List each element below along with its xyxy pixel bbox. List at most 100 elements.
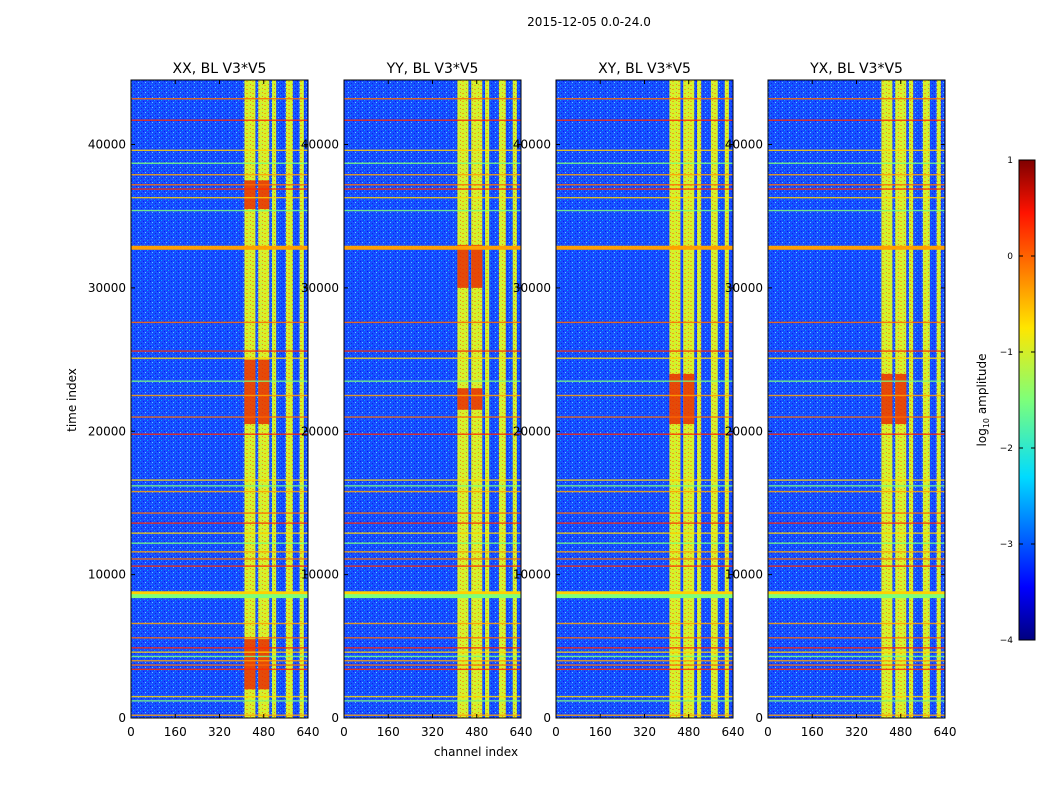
rfi-column-band (909, 80, 914, 718)
rfi-row (768, 700, 945, 702)
rfi-row (344, 668, 521, 671)
rfi-row (344, 512, 521, 514)
rfi-row (768, 637, 945, 639)
rfi-row (131, 98, 308, 100)
panel-4: 0 160 320 480 640 0 10000 20000 30000 40000 YX, BL… (725, 61, 957, 739)
colorbar-tick-label: −3 (1000, 540, 1013, 550)
rfi-column-band (512, 80, 517, 718)
colorbar-tick-label: 1 (1007, 156, 1013, 166)
rfi-row (131, 490, 308, 493)
rfi-row (344, 245, 521, 250)
x-tick-label: 640 (722, 725, 745, 739)
rfi-row (556, 416, 733, 418)
panel-1: 0 160 320 480 640 0 10000 20000 30000 40000 XX, BL… (88, 61, 320, 739)
rfi-row (344, 637, 521, 639)
y-tick-label: 30000 (301, 281, 339, 295)
rfi-row (556, 321, 733, 324)
rfi-row (131, 522, 308, 524)
rfi-row (131, 485, 308, 487)
rfi-column-band (272, 80, 277, 718)
rfi-row (768, 196, 945, 199)
strong-rfi-block (244, 359, 256, 425)
y-tick-label: 30000 (725, 281, 763, 295)
rfi-row (556, 196, 733, 199)
panel-2: 0 160 320 480 640 0 10000 20000 30000 40000 YY, BL… (301, 61, 533, 739)
rfi-row (768, 558, 945, 560)
rfi-row (556, 532, 733, 534)
rfi-row (556, 512, 733, 514)
colorbar-tick-label: −4 (1000, 636, 1014, 646)
panel-title: YX, BL V3*V5 (809, 61, 903, 77)
y-tick-label: 30000 (88, 281, 126, 295)
rfi-row (131, 416, 308, 418)
rfi-row (556, 647, 733, 649)
rfi-row (344, 416, 521, 418)
rfi-row (556, 668, 733, 671)
rfi-row (131, 196, 308, 199)
rfi-row (131, 245, 308, 250)
rfi-row (556, 622, 733, 625)
y-tick-label: 0 (543, 711, 551, 725)
strong-rfi-block (244, 180, 256, 210)
x-tick-label: 480 (677, 725, 700, 739)
rfi-row (131, 350, 308, 352)
strong-rfi-block (669, 373, 681, 425)
rfi-row (556, 188, 733, 190)
rfi-row (131, 647, 308, 649)
x-tick-label: 640 (934, 725, 957, 739)
rfi-row (556, 637, 733, 639)
rfi-row (768, 380, 945, 382)
rfi-row (768, 664, 945, 666)
rfi-row (768, 162, 945, 164)
rfi-row (131, 394, 308, 397)
x-tick-label: 480 (889, 725, 912, 739)
x-tick-label: 320 (633, 725, 656, 739)
strong-rfi-block (258, 180, 270, 210)
panel-title: XY, BL V3*V5 (598, 61, 691, 77)
rfi-row (131, 512, 308, 514)
rfi-row (768, 594, 945, 599)
colorbar-gradient (1018, 159, 1036, 641)
x-tick-label: 0 (552, 725, 560, 739)
y-tick-label: 20000 (513, 424, 551, 438)
rfi-row (344, 622, 521, 625)
rfi-row (344, 695, 521, 698)
rfi-row (131, 695, 308, 698)
rfi-row (131, 591, 308, 596)
rfi-column-band (922, 80, 930, 718)
rfi-row (131, 542, 308, 544)
colorbar-tick-label: −1 (1000, 348, 1013, 358)
y-tick-label: 40000 (88, 138, 126, 152)
rfi-row (556, 119, 733, 121)
x-tick-label: 160 (377, 725, 400, 739)
x-tick-label: 0 (764, 725, 772, 739)
strong-rfi-block (258, 359, 270, 425)
rfi-row (131, 433, 308, 435)
rfi-row (344, 664, 521, 666)
y-tick-label: 40000 (301, 138, 339, 152)
rfi-row (768, 119, 945, 121)
x-tick-label: 480 (465, 725, 488, 739)
rfi-row (556, 184, 733, 186)
panel-title: XX, BL V3*V5 (173, 61, 267, 77)
rfi-row (768, 149, 945, 152)
colorbar: 1 0 −1 −2 −3 −4 log10 amplitude (975, 156, 1036, 646)
rfi-row (131, 565, 308, 567)
rfi-row (131, 380, 308, 382)
x-tick-label: 160 (164, 725, 187, 739)
rfi-column-band (285, 80, 293, 718)
rfi-row (131, 149, 308, 152)
heatmap-background (344, 80, 521, 718)
y-tick-label: 0 (755, 711, 763, 725)
x-tick-label: 320 (845, 725, 868, 739)
rfi-row (344, 188, 521, 190)
rfi-row (768, 245, 945, 250)
y-tick-label: 40000 (513, 138, 551, 152)
rfi-row (556, 490, 733, 493)
y-tick-label: 10000 (725, 568, 763, 582)
rfi-row (768, 695, 945, 698)
rfi-row (768, 551, 945, 553)
rfi-row (344, 174, 521, 176)
rfi-row (344, 655, 521, 658)
